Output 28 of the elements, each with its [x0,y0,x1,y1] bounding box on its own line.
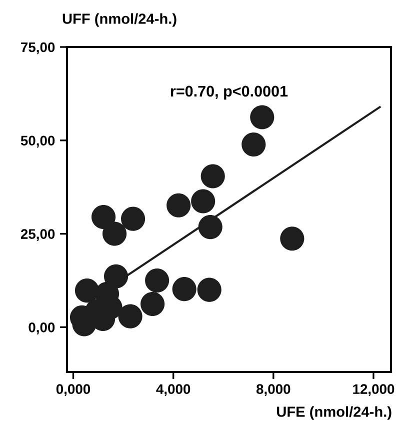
point [198,215,222,240]
point [166,193,191,218]
point [140,292,165,316]
x-axis-title: UFE (nmol/24-h.) [277,406,392,420]
y-tick-label: 75,00 [21,42,55,54]
point [250,105,274,130]
point [197,278,222,302]
point [92,204,116,229]
x-tick-label: 12,000 [353,384,394,396]
y-tick-label: 25,00 [20,229,55,241]
point [121,206,146,231]
y-axis-title: UFF (nmol/24-h.) [62,13,176,27]
point [145,268,170,293]
point [191,189,216,214]
annotation: r=0.70, p<0.0001 [170,86,288,100]
point [102,222,127,246]
point [280,226,304,251]
point [242,132,266,157]
point [104,264,128,288]
point [118,304,142,328]
point [74,278,100,303]
y-tick-label: 0,00 [28,322,55,334]
x-tick-label: 0,000 [56,384,90,396]
point [200,164,225,188]
point [172,277,196,302]
x-tick-label: 4,000 [156,384,190,396]
x-tick-label: 8,000 [256,384,290,396]
y-tick-label: 50,00 [20,136,55,148]
